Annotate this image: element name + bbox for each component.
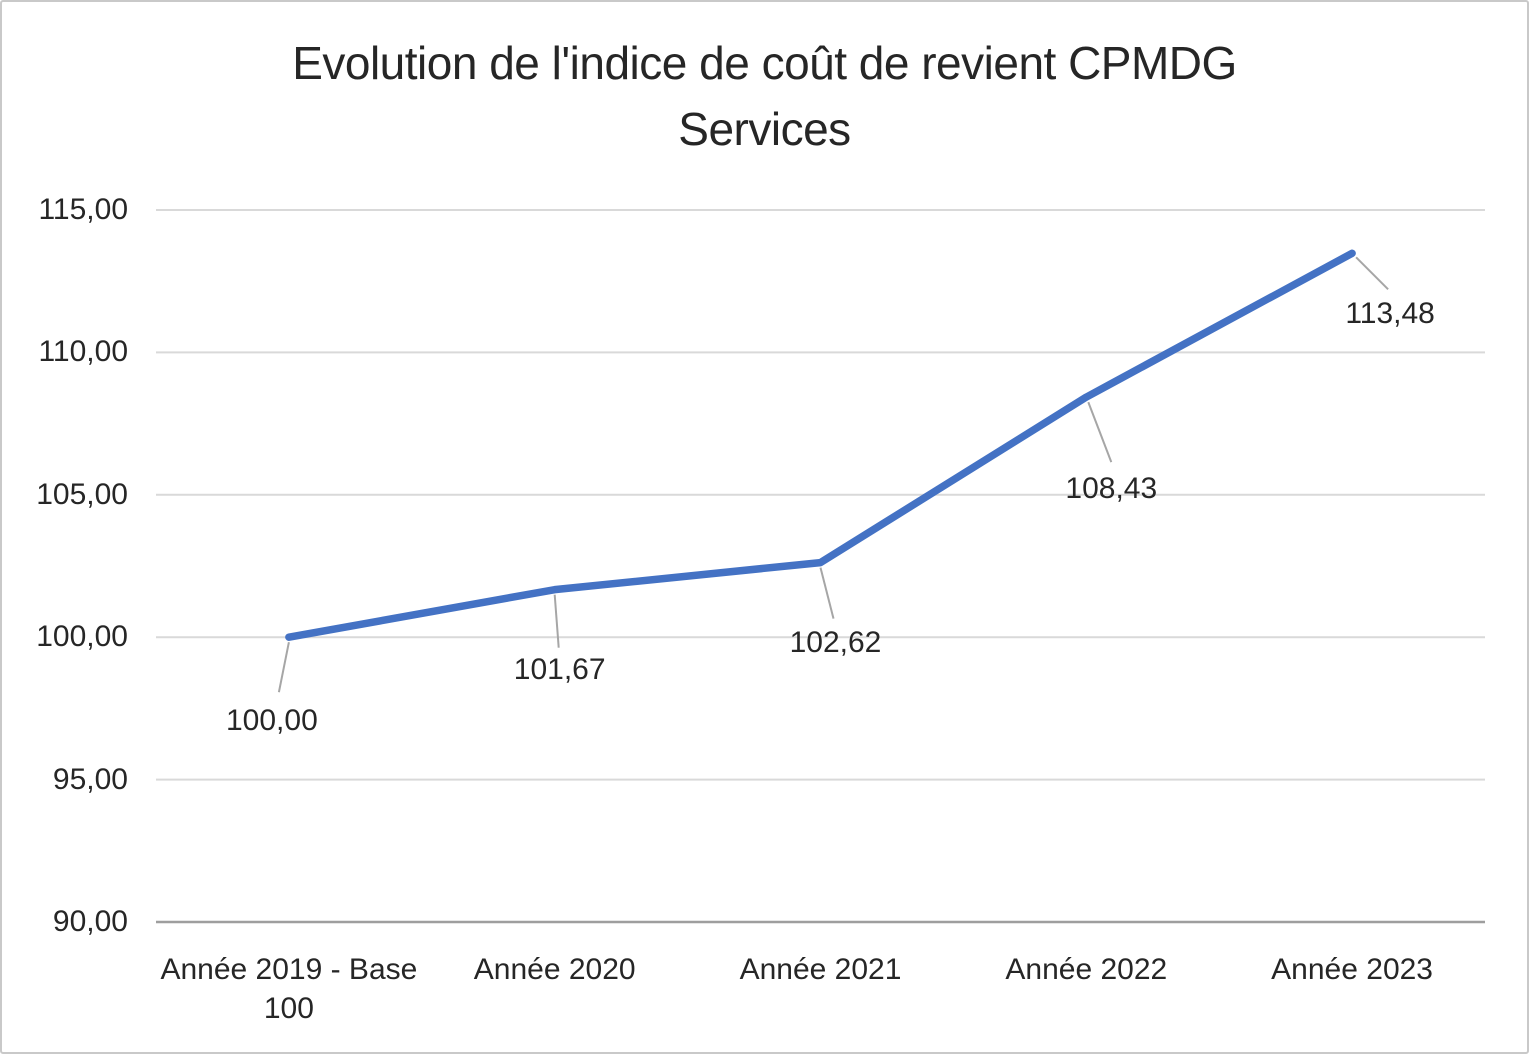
data-point-label: 102,62 bbox=[789, 625, 882, 659]
y-axis-tick-label: 100,00 bbox=[36, 620, 128, 654]
leader-line bbox=[1087, 401, 1113, 463]
y-axis-tick-label: 110,00 bbox=[38, 335, 128, 369]
leader-line bbox=[819, 567, 835, 619]
leader-line bbox=[1355, 256, 1389, 290]
leader-line bbox=[553, 594, 560, 648]
chart-title-line2: Services bbox=[678, 103, 851, 155]
data-point-label: 100,00 bbox=[226, 704, 318, 738]
x-axis-category-label: Année 2022 bbox=[1005, 953, 1168, 986]
x-axis-category-label: Année 2019 - Base 100 bbox=[160, 953, 418, 1025]
data-point-label: 108,43 bbox=[1065, 472, 1158, 506]
y-axis-tick-label: 95,00 bbox=[52, 762, 128, 796]
x-axis-category-label: Année 2021 bbox=[739, 953, 902, 986]
y-axis-tick-label: 90,00 bbox=[52, 905, 128, 938]
x-axis-category-label: Année 2023 bbox=[1271, 953, 1433, 986]
x-axis-category-label: Année 2020 bbox=[473, 953, 636, 986]
chart-title: Evolution de l'indice de coût de revient… bbox=[2, 30, 1527, 162]
leader-line bbox=[277, 642, 290, 693]
data-point-label: 101,67 bbox=[513, 652, 606, 686]
data-point-label: 113,48 bbox=[1345, 297, 1435, 331]
chart-title-line1: Evolution de l'indice de coût de revient… bbox=[292, 37, 1237, 89]
y-axis-tick-label: 105,00 bbox=[36, 477, 128, 511]
y-axis-tick-label: 115,00 bbox=[38, 193, 128, 226]
series-line bbox=[285, 249, 1356, 641]
